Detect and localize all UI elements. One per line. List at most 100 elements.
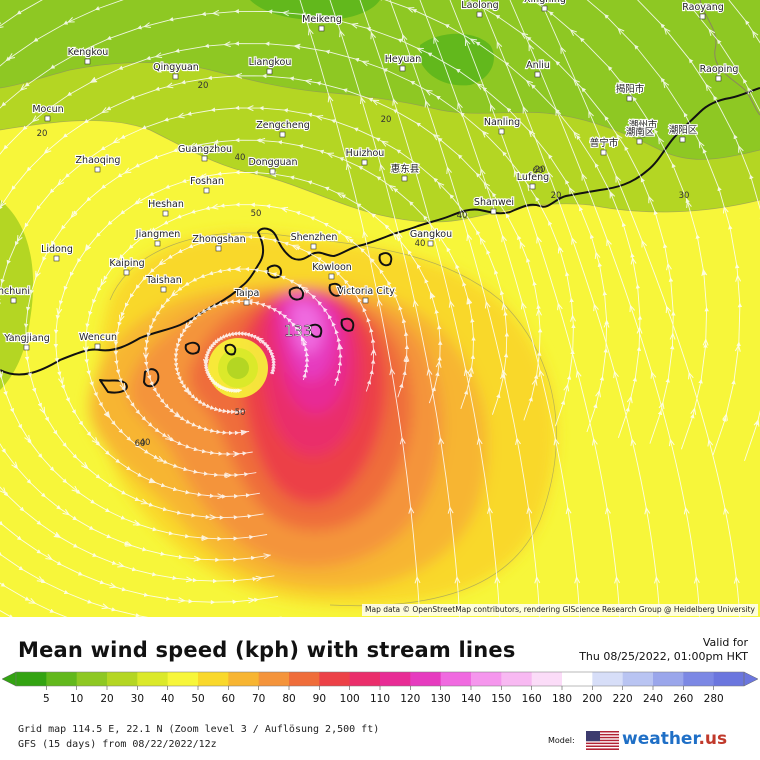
streamline-arrow: [376, 298, 383, 307]
legend-swatch: [349, 672, 381, 686]
streamline-arrow: [501, 234, 507, 243]
city-huizhou: Huizhou: [345, 147, 385, 166]
streamline-arrow: [125, 541, 133, 547]
streamline-arrow: [293, 43, 301, 50]
city-label: Shenzhen: [291, 232, 338, 243]
streamline-arrow: [416, 47, 424, 54]
streamline-arrow: [347, 284, 355, 292]
streamline-arrow: [487, 506, 493, 514]
legend-tick-label: 5: [43, 693, 50, 705]
weather-us-logo-link[interactable]: weather.us: [622, 729, 727, 749]
city-xingning: Xingning: [523, 0, 567, 12]
city-label: 惠东县: [391, 163, 420, 175]
streamline-arrow: [448, 300, 455, 308]
streamline-arrow: [148, 477, 157, 484]
city-label: Huizhou: [346, 148, 385, 159]
legend-swatch: [289, 672, 320, 686]
streamline-arrow: [588, 110, 594, 118]
city-marker: [529, 183, 536, 190]
city-labels: Laolong Xingning Raoyang Meikeng Kengkou Qing…: [0, 0, 739, 351]
city-jiangmen: Jiangmen: [134, 228, 181, 247]
city-marker: [399, 65, 406, 72]
contour-label: 20: [381, 115, 392, 125]
streamline-arrow: [57, 178, 65, 186]
streamline-arrow: [595, 389, 601, 398]
streamline-arrow: [232, 451, 241, 457]
streamline-arrow: [752, 30, 759, 38]
streamline-arrow: [437, 233, 445, 242]
city-gangkou: Gangkou: [409, 228, 453, 247]
streamline-arrow: [446, 166, 452, 175]
streamline-arrow: [572, 78, 580, 86]
city-label: Jiangmen: [135, 229, 180, 240]
city-label: Laolong: [461, 0, 498, 11]
streamline-arrow: [520, 32, 529, 39]
streamline-arrow: [536, 308, 542, 316]
city-label: Lufeng: [517, 172, 549, 183]
streamline-arrow: [154, 52, 163, 59]
legend-swatch: [228, 672, 260, 686]
streamline-arrow: [483, 181, 490, 190]
city-label: Shanwei: [474, 197, 514, 208]
peak-wind-label: 133: [284, 322, 313, 340]
streamline-arrow: [233, 265, 242, 272]
streamline-arrow: [408, 506, 415, 514]
city-kengkou: Kengkou: [67, 46, 109, 65]
streamline-arrow: [336, 192, 344, 199]
streamline-arrow: [573, 131, 580, 139]
streamline-arrow: [476, 437, 483, 445]
city-heyuan: Heyuan: [384, 53, 422, 72]
city-marker: [498, 128, 505, 135]
streamline-arrow: [424, 89, 433, 96]
streamline-arrow: [613, 370, 619, 379]
city-label: Kengkou: [68, 47, 109, 58]
city-marker: [154, 240, 161, 247]
legend-tick-label: 100: [340, 693, 360, 705]
streamline: [359, 0, 501, 617]
streamline-arrow: [457, 101, 463, 110]
streamline-arrow: [89, 76, 98, 84]
legend-tick-label: 140: [461, 693, 481, 705]
legend-tick-label: 60: [222, 693, 235, 705]
city-marker: [23, 344, 30, 351]
streamline-arrow: [327, 94, 334, 103]
contour-label: 40: [457, 211, 468, 221]
city-label: Lidong: [41, 244, 73, 255]
streamline-arrow: [707, 438, 714, 447]
streamline-arrow: [396, 231, 403, 239]
streamline-arrow: [379, 163, 386, 172]
city-taishan: Taishan: [144, 274, 183, 293]
streamline-arrow: [389, 367, 396, 376]
streamline-arrow: [307, 27, 314, 36]
streamline-arrow: [350, 22, 359, 29]
streamline-arrow: [199, 173, 208, 180]
streamline-arrow: [626, 395, 633, 404]
city-潮阳区: 潮阳区: [668, 123, 699, 143]
streamline-arrow: [489, 103, 496, 112]
streamline-arrow: [223, 41, 231, 48]
contour-label: 40: [415, 239, 426, 249]
city-label: Anliu: [526, 60, 550, 71]
streamline-arrow: [747, 86, 754, 95]
streamline-arrow: [390, 286, 397, 295]
city-label: Dongguan: [248, 157, 297, 168]
legend-arrow-left: [1, 671, 17, 687]
streamline-arrow: [528, 129, 536, 138]
city-label: Meikeng: [302, 14, 342, 25]
brand-name: weather: [622, 729, 699, 749]
streamline-arrow: [433, 35, 439, 44]
streamline-arrow: [193, 555, 202, 562]
legend-tick-label: 200: [582, 693, 602, 705]
streamline-arrow: [315, 114, 324, 121]
streamline-arrow: [650, 370, 657, 379]
streamline-arrow: [406, 7, 415, 13]
streamline-arrow: [359, 96, 366, 105]
legend-swatch: [107, 672, 138, 686]
streamline-arrow: [0, 487, 7, 495]
streamline-arrow: [531, 377, 538, 386]
city-marker: [401, 175, 408, 182]
streamline-arrow: [563, 383, 570, 392]
streamline-arrow: [547, 171, 554, 179]
streamline-arrow: [82, 346, 89, 354]
streamline-arrow: [669, 332, 676, 340]
